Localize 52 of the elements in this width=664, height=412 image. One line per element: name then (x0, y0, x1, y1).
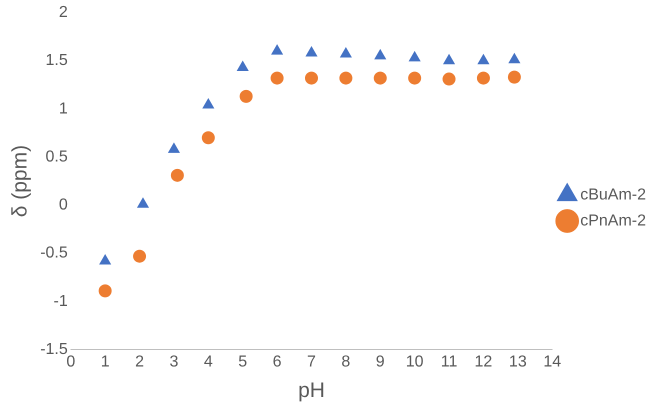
x-axis-title: pH (298, 379, 325, 402)
x-tick-label: 4 (204, 354, 213, 371)
point (170, 168, 184, 182)
y-tick-label: -0.5 (40, 244, 68, 262)
y-tick-label: 2 (58, 4, 68, 22)
point (271, 44, 283, 55)
point (374, 72, 387, 85)
point (442, 72, 456, 86)
point (99, 254, 111, 265)
point (443, 54, 455, 64)
x-tick-label: 5 (238, 354, 248, 371)
y-tick-label: 0.5 (46, 148, 68, 166)
legend-label: cBuAm-2 (580, 186, 646, 204)
y-tick-label: 1.5 (46, 52, 68, 70)
point (478, 54, 490, 64)
x-tick-label: 2 (135, 354, 144, 371)
y-tick-label: 0 (58, 196, 68, 214)
x-tick-label: 14 (543, 354, 562, 371)
point (98, 284, 112, 298)
x-tick-label: 12 (474, 354, 492, 371)
point (137, 198, 149, 208)
point (306, 46, 318, 57)
point (202, 98, 214, 109)
x-tick-label: 6 (272, 354, 282, 371)
x-tick-label: 11 (440, 354, 458, 371)
point (304, 72, 318, 85)
point (168, 142, 180, 153)
x-tick-label: 7 (307, 354, 316, 371)
x-tick-label: 8 (341, 354, 350, 371)
point (408, 72, 422, 85)
point (508, 70, 521, 84)
y-tick-label: -1.5 (40, 341, 68, 358)
y-axis-title: δ (ppm) (8, 144, 32, 218)
x-tick-label: 13 (508, 354, 527, 371)
x-tick-label: 9 (376, 354, 385, 371)
x-tick-label: 1 (100, 354, 110, 371)
point (476, 72, 490, 85)
point (408, 51, 420, 62)
point (270, 72, 284, 85)
x-tick-label: 3 (169, 354, 178, 371)
y-tick-label: -1 (54, 292, 68, 310)
point (339, 72, 352, 85)
point (340, 48, 352, 58)
point (237, 60, 248, 71)
point (202, 131, 215, 144)
point (508, 53, 520, 64)
point (374, 49, 386, 60)
point (240, 90, 253, 103)
y-tick-label: 1 (58, 100, 68, 118)
legend-label: cPnAm-2 (580, 212, 646, 230)
x-tick-label: 10 (406, 354, 424, 371)
point (133, 250, 146, 263)
